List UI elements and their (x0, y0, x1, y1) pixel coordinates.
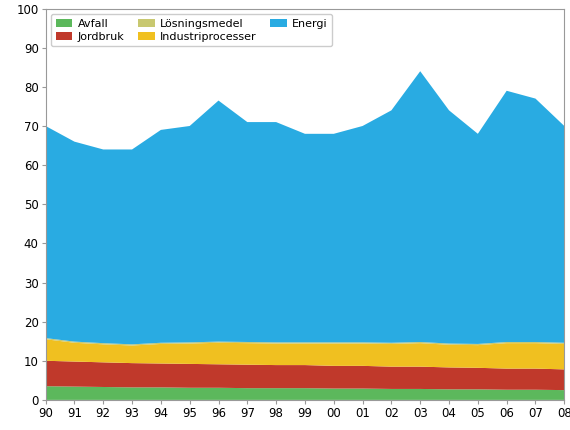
Legend: Avfall, Jordbruk, Lösningsmedel, Industriprocesser, Energi: Avfall, Jordbruk, Lösningsmedel, Industr… (51, 14, 332, 46)
